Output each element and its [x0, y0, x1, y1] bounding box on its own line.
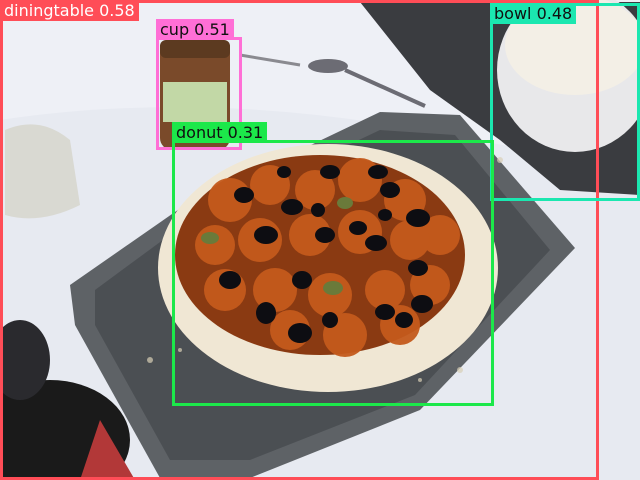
fork — [239, 53, 301, 67]
spoon — [308, 59, 348, 73]
olives — [219, 165, 433, 343]
plastic-bag — [5, 124, 80, 219]
cornmeal — [147, 157, 503, 382]
herbs — [201, 197, 353, 295]
